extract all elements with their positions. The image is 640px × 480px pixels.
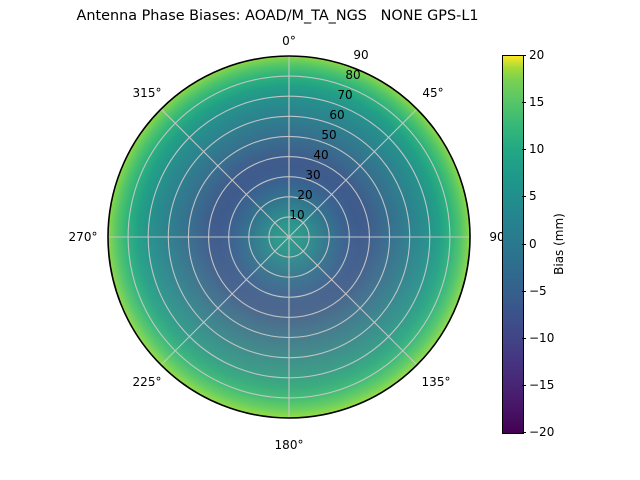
colorbar-ticklabel-m10: −10: [529, 330, 555, 345]
colorbar-ticklabel-0: 0: [529, 236, 537, 251]
colorbar-ticklabel-5: 5: [529, 189, 537, 204]
colorbar-ticklabel-10: 10: [529, 142, 545, 157]
colorbar[interactable]: 20 15 10 5 0 −5 −10 −15 −20 Bias (mm): [502, 48, 566, 439]
polar-outer-spine: [107, 55, 471, 419]
radial-tick-20: 20: [297, 188, 313, 202]
angular-tick-270: 270°: [68, 230, 98, 244]
polar-plot-axes[interactable]: 0° 45° 90 135° 180° 225° 270° 315° 10 20…: [69, 34, 505, 452]
radial-tick-60: 60: [329, 108, 345, 122]
colorbar-tick-15: [522, 102, 526, 104]
colorbar-tick-5: [522, 196, 526, 198]
polar-grid-spokes: [108, 56, 470, 418]
radial-tick-10: 10: [289, 208, 305, 222]
page-title: Antenna Phase Biases: AOAD/M_TA_NGS NONE…: [76, 8, 479, 24]
polar-plot-surface: [107, 55, 471, 419]
angular-tick-225: 225°: [132, 375, 162, 389]
radial-tick-40: 40: [313, 148, 329, 162]
angular-tick-90: 90: [489, 230, 505, 244]
colorbar-ticklabel-m20: −20: [529, 425, 555, 439]
angular-tick-180: 180°: [274, 438, 304, 452]
colorbar-tick-m10: [522, 337, 526, 339]
colorbar-tick-m20: [522, 432, 526, 433]
colorbar-ticklabel-m15: −15: [529, 377, 555, 392]
angular-tick-45: 45°: [422, 86, 444, 100]
colorbar-ticklabel-15: 15: [529, 95, 545, 110]
radial-tick-80: 80: [345, 68, 361, 82]
colorbar-tick-m5: [522, 290, 526, 292]
colorbar-axis-label: Bias (mm): [552, 212, 566, 275]
colorbar-tick-m15: [522, 384, 526, 386]
colorbar-gradient: [502, 55, 524, 434]
colorbar-tick-0: [522, 243, 526, 245]
angular-tick-0: 0°: [282, 34, 296, 48]
angular-tick-315: 315°: [132, 86, 162, 100]
radial-tick-50: 50: [321, 128, 337, 142]
colorbar-ticklabel-20: 20: [529, 48, 545, 62]
colorbar-tick-20: [522, 55, 526, 56]
radial-tick-90: 90: [353, 48, 369, 62]
radial-tick-30: 30: [305, 168, 321, 182]
angular-tick-135: 135°: [421, 375, 451, 389]
colorbar-ticklabel-m5: −5: [529, 283, 547, 298]
radial-tick-70: 70: [337, 88, 353, 102]
colorbar-tick-10: [522, 149, 526, 151]
